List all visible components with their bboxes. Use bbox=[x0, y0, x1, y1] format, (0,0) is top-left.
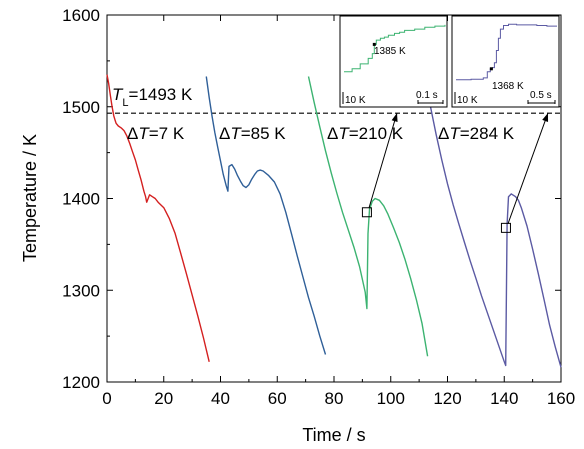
connector-line bbox=[368, 112, 398, 209]
inset-trace bbox=[344, 24, 446, 73]
deltaT-value: =210 K bbox=[349, 124, 404, 143]
inset-trace bbox=[456, 23, 557, 81]
liquidus-T: T bbox=[112, 85, 124, 104]
inset-point-label: 1368 K bbox=[492, 81, 524, 92]
connector-arrows bbox=[368, 112, 549, 225]
x-tick-label: 100 bbox=[377, 389, 405, 408]
inset-green: 1385 K 10 K 0.1 s bbox=[339, 15, 448, 108]
x-tick-label: 40 bbox=[211, 389, 230, 408]
deltaT-symbol: Δ bbox=[219, 124, 230, 143]
marker-square bbox=[361, 207, 372, 218]
inset-scale-x-label: 0.1 s bbox=[416, 90, 438, 101]
inset-point bbox=[489, 67, 493, 71]
inset-purple: 1368 K 10 K 0.5 s bbox=[451, 15, 560, 108]
deltaT-T: T bbox=[230, 124, 242, 143]
series-line-2 bbox=[307, 76, 429, 357]
x-tick-label: 160 bbox=[547, 389, 575, 408]
tick-labels: 0 20 40 60 80 100 120 140 160 1200 1300 1400 1500 160… bbox=[62, 6, 575, 408]
y-tick-label: 1200 bbox=[62, 373, 100, 392]
connector-arrowhead bbox=[391, 113, 398, 122]
series-layer bbox=[106, 74, 562, 368]
liquidus-value: =1493 K bbox=[129, 85, 193, 104]
x-tick-label: 60 bbox=[268, 389, 287, 408]
deltaT-label-1: ΔT=85 K bbox=[219, 124, 286, 143]
x-tick-label: 140 bbox=[490, 389, 518, 408]
series-line-3 bbox=[424, 76, 562, 368]
x-tick-label: 120 bbox=[433, 389, 461, 408]
deltaT-value: =284 K bbox=[460, 124, 515, 143]
inset-point-label: 1385 K bbox=[374, 46, 406, 57]
y-axis-title: Temperature / K bbox=[20, 134, 40, 262]
x-axis-title: Time / s bbox=[302, 425, 365, 445]
inset-scale-y-label: 10 K bbox=[345, 95, 366, 106]
liquidus-label: TL=1493 K bbox=[112, 85, 193, 109]
y-tick-label: 1400 bbox=[62, 190, 100, 209]
inset-scale-x-label: 0.5 s bbox=[530, 90, 552, 101]
deltaT-symbol: Δ bbox=[438, 124, 449, 143]
marker-layer bbox=[361, 207, 511, 233]
deltaT-label-0: ΔT=7 K bbox=[127, 124, 185, 143]
y-tick-label: 1300 bbox=[62, 281, 100, 300]
marker-square bbox=[500, 222, 511, 233]
inset-point bbox=[372, 42, 376, 46]
deltaT-symbol: Δ bbox=[127, 124, 138, 143]
liquidus-sub: L bbox=[122, 97, 128, 109]
inset-frame bbox=[339, 15, 448, 108]
series-line-0 bbox=[106, 74, 210, 362]
inset-scale-y-label: 10 K bbox=[457, 95, 478, 106]
y-tick-label: 1600 bbox=[62, 6, 100, 25]
deltaT-label-3: ΔT=284 K bbox=[438, 124, 515, 143]
deltaT-value: =7 K bbox=[149, 124, 185, 143]
y-tick-label: 1500 bbox=[62, 98, 100, 117]
deltaT-T: T bbox=[138, 124, 150, 143]
x-tick-label: 20 bbox=[154, 389, 173, 408]
series-line-1 bbox=[205, 76, 327, 355]
deltaT-T: T bbox=[449, 124, 461, 143]
connector-line bbox=[507, 112, 549, 225]
connector-arrowhead bbox=[542, 113, 549, 122]
deltaT-symbol: Δ bbox=[327, 124, 338, 143]
deltaT-label-2: ΔT=210 K bbox=[327, 124, 404, 143]
x-tick-label: 80 bbox=[325, 389, 344, 408]
x-tick-label: 0 bbox=[102, 389, 111, 408]
deltaT-value: =85 K bbox=[241, 124, 287, 143]
deltaT-T: T bbox=[338, 124, 350, 143]
inset-frame bbox=[451, 15, 560, 108]
